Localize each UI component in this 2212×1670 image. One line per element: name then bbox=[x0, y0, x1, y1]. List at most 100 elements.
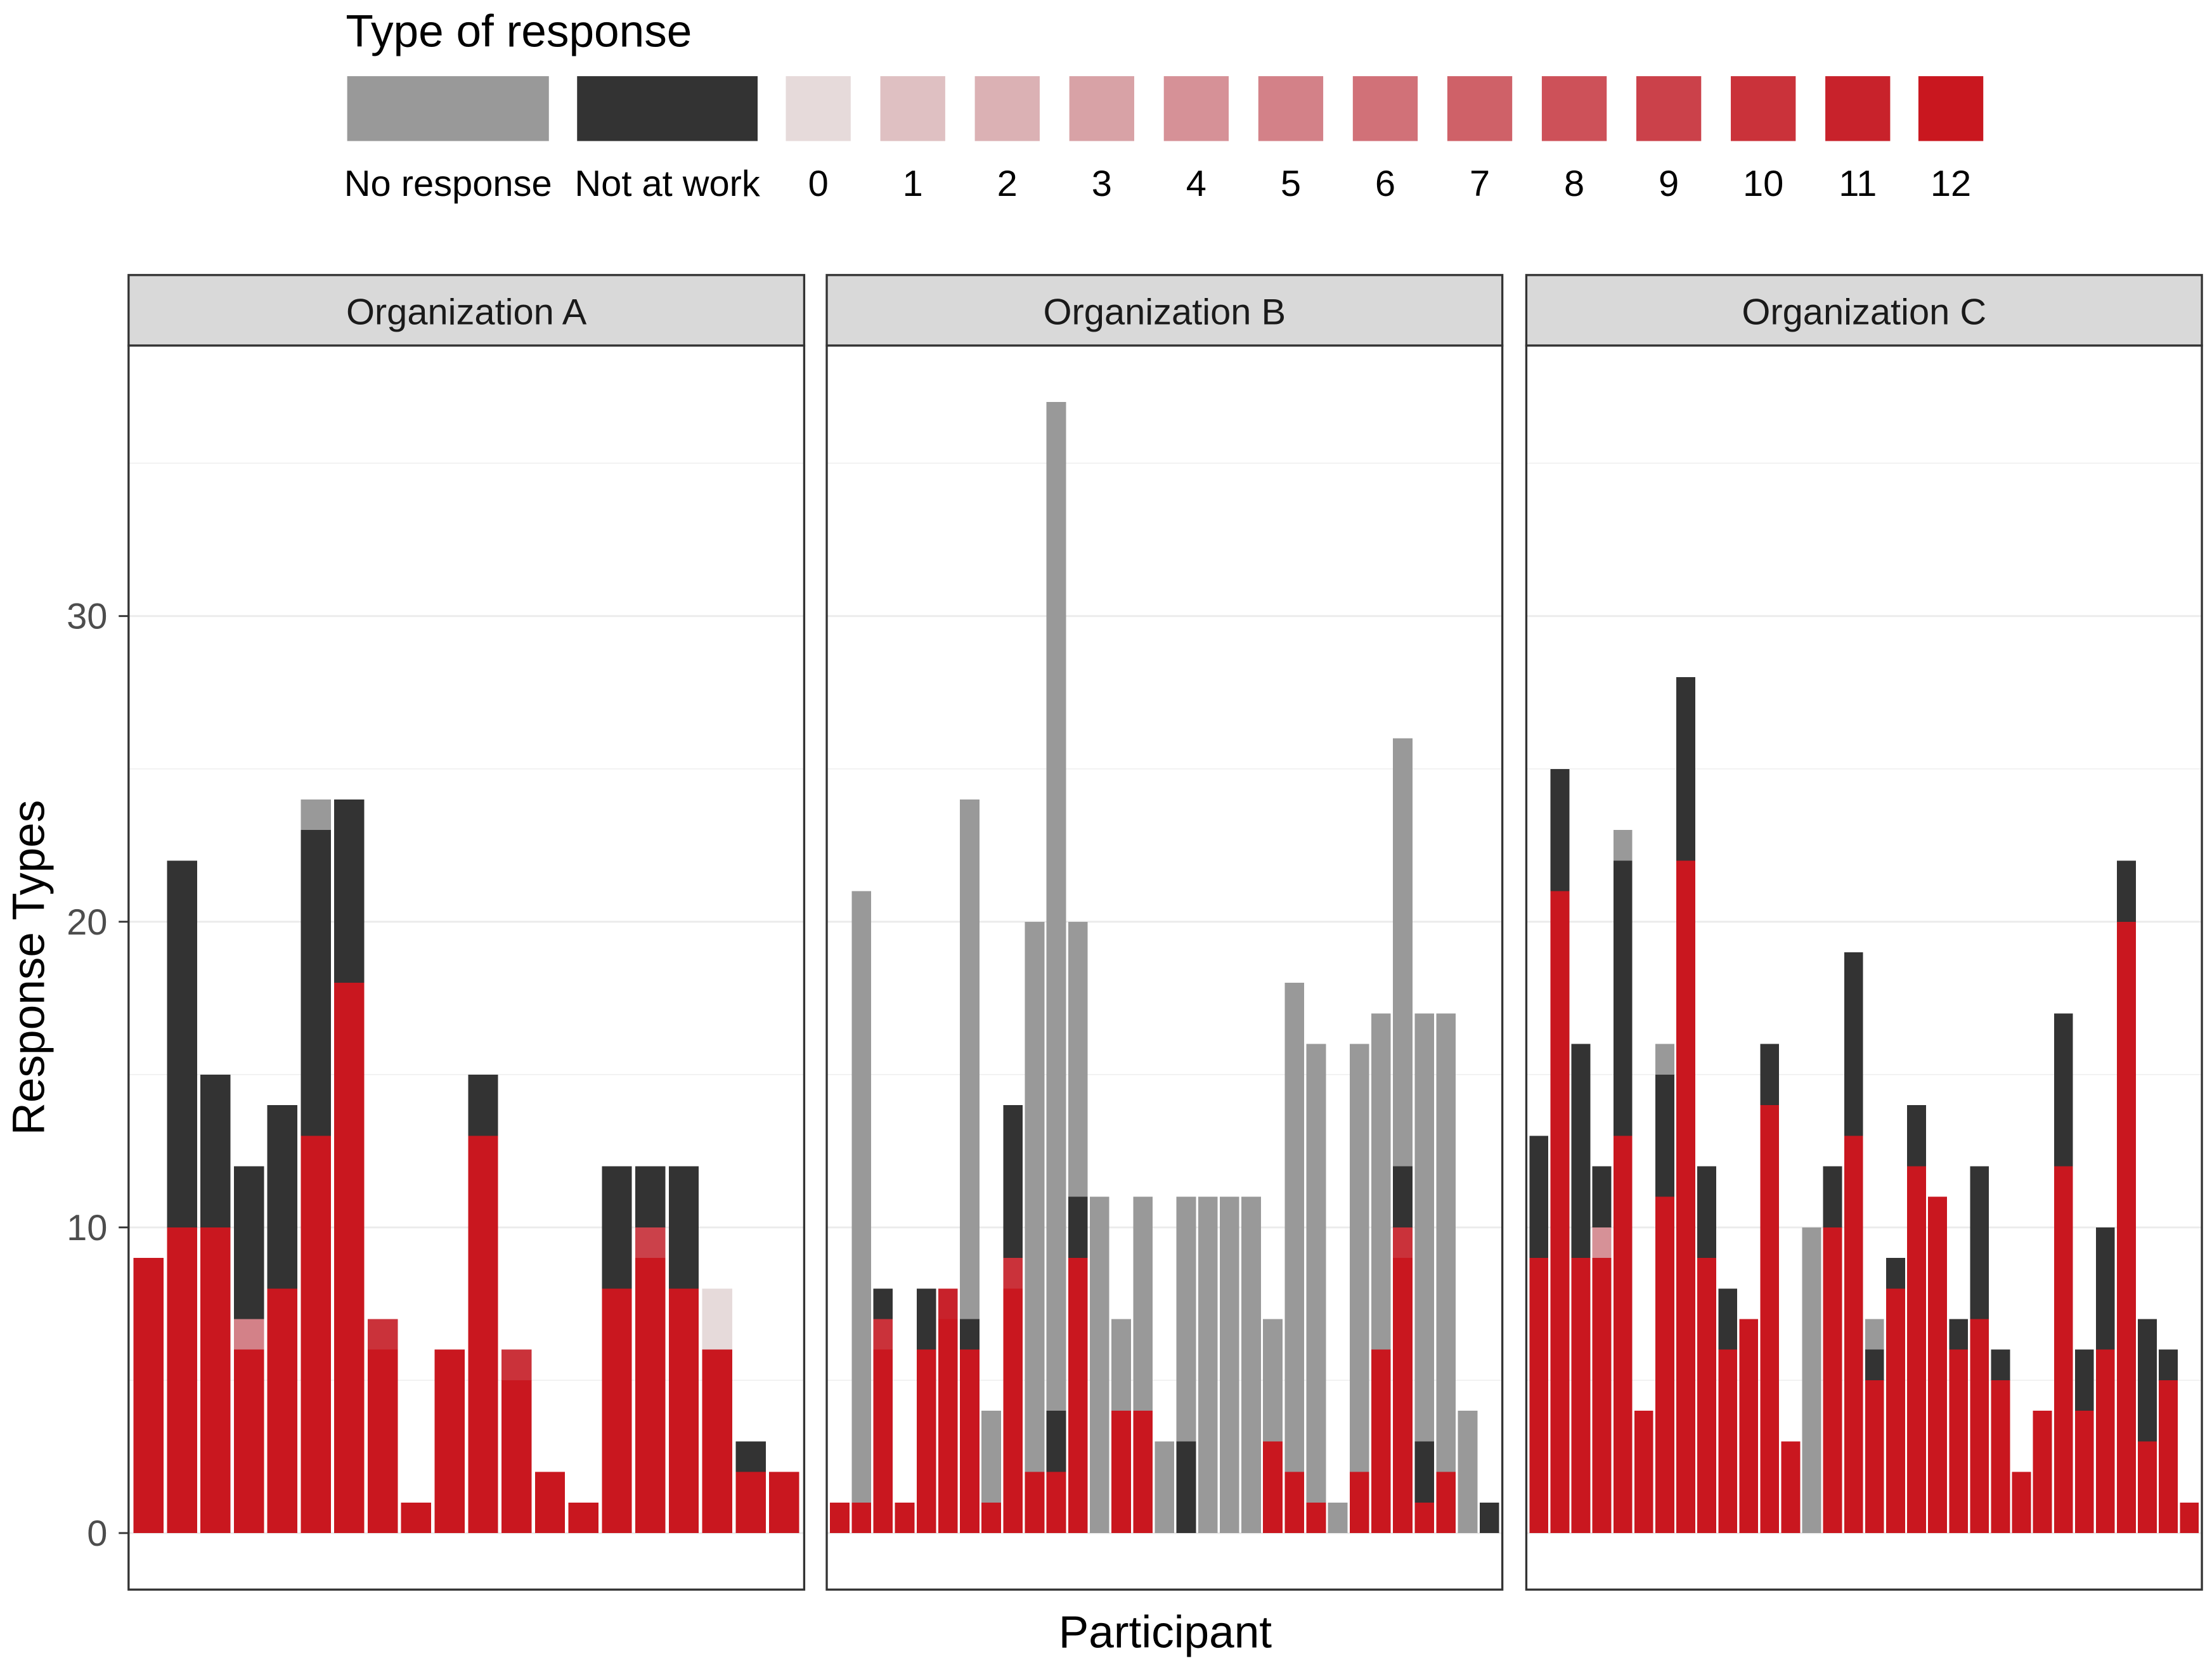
legend-label-6: 6 bbox=[1375, 164, 1395, 204]
bar-segment-not-at-work bbox=[1697, 1166, 1716, 1259]
participant-bar-organization-a-14 bbox=[568, 1502, 598, 1534]
legend-key-9 bbox=[1636, 76, 1702, 141]
participant-bar-organization-b-22 bbox=[1284, 983, 1305, 1534]
y-tick-label: 30 bbox=[67, 597, 107, 637]
bar-segment-not-at-work bbox=[1676, 677, 1695, 861]
bar-segment-no-response bbox=[1176, 1196, 1196, 1442]
bar-segment-12 bbox=[1571, 1258, 1591, 1534]
bar-segment-12 bbox=[1436, 1472, 1456, 1534]
legend-label-12: 12 bbox=[1931, 164, 1971, 204]
bar-segment-12 bbox=[769, 1472, 799, 1534]
legend-label-0: 0 bbox=[808, 164, 829, 204]
legend-item-12: 12 bbox=[1918, 76, 1984, 204]
bar-segment-12 bbox=[1025, 1472, 1045, 1534]
bar-segment-not-at-work bbox=[1991, 1349, 2010, 1380]
bar-segment-12 bbox=[233, 1349, 264, 1534]
bar-segment-12 bbox=[2117, 921, 2136, 1534]
bar-segment-9 bbox=[635, 1227, 666, 1259]
legend-item-4: 4 bbox=[1163, 76, 1229, 204]
y-axis: 0 10 20 30 bbox=[67, 597, 129, 1554]
bar-segment-not-at-work bbox=[1760, 1044, 1780, 1106]
participant-bar-organization-c-12 bbox=[1760, 1044, 1780, 1534]
bar-segment-0 bbox=[702, 1288, 733, 1350]
bar-segment-12 bbox=[501, 1380, 532, 1534]
participant-bar-organization-a-13 bbox=[534, 1472, 566, 1534]
bar-segment-not-at-work bbox=[916, 1288, 936, 1350]
bar-segment-not-at-work bbox=[200, 1074, 231, 1227]
bar-segment-12 bbox=[468, 1136, 498, 1534]
strip-label-organization-a: Organization A bbox=[346, 292, 587, 333]
legend-key-0 bbox=[786, 76, 851, 141]
bar-segment-not-at-work bbox=[233, 1166, 264, 1319]
bar-segment-no-response bbox=[1111, 1319, 1131, 1411]
bar-segment-no-response bbox=[1155, 1441, 1175, 1534]
participant-bar-organization-c-17 bbox=[1865, 1319, 1884, 1534]
bar-segment-not-at-work bbox=[1844, 952, 1863, 1136]
bar-segment-12 bbox=[1760, 1105, 1780, 1534]
bar-segment-12 bbox=[2095, 1349, 2115, 1534]
bar-segment-12 bbox=[367, 1349, 398, 1534]
bar-segment-not-at-work bbox=[2095, 1227, 2115, 1350]
bar-segment-not-at-work bbox=[635, 1166, 666, 1227]
panel-border bbox=[127, 344, 806, 1591]
bar-segment-12 bbox=[895, 1502, 915, 1534]
bar-segment-not-at-work bbox=[2074, 1349, 2094, 1411]
legend-label-4: 4 bbox=[1186, 164, 1206, 204]
bar-segment-no-response bbox=[1241, 1196, 1261, 1534]
participant-bar-organization-b-24 bbox=[1328, 1502, 1348, 1534]
participant-bar-organization-a-11 bbox=[468, 1074, 498, 1534]
bar-segment-not-at-work bbox=[735, 1441, 766, 1472]
participant-bar-organization-c-5 bbox=[1613, 830, 1633, 1534]
bar-segment-not-at-work bbox=[1003, 1105, 1023, 1259]
legend-key-8 bbox=[1541, 76, 1607, 141]
participant-bar-organization-c-29 bbox=[2117, 860, 2136, 1534]
bar-segment-no-response bbox=[1133, 1196, 1153, 1411]
bar-segment-12 bbox=[2180, 1502, 2199, 1534]
bar-segment-12 bbox=[1371, 1349, 1391, 1534]
legend-item-6: 6 bbox=[1352, 76, 1418, 204]
bar-segment-12 bbox=[602, 1288, 632, 1534]
legend-label-8: 8 bbox=[1564, 164, 1584, 204]
y-tick-label: 0 bbox=[87, 1513, 107, 1554]
participant-bar-organization-b-28 bbox=[1414, 1013, 1435, 1534]
bar-segment-12 bbox=[1991, 1380, 2010, 1534]
participant-bar-organization-c-19 bbox=[1907, 1105, 1926, 1534]
panel-border bbox=[825, 344, 1504, 1591]
bar-segment-no-response bbox=[1371, 1013, 1391, 1350]
bar-segment-not-at-work bbox=[1613, 860, 1633, 1136]
bar-segment-12 bbox=[702, 1349, 733, 1534]
participant-bar-organization-a-8 bbox=[367, 1319, 398, 1534]
legend-title: Type of response bbox=[346, 6, 692, 56]
participant-bar-organization-b-10 bbox=[1025, 921, 1045, 1534]
participant-bar-organization-a-16 bbox=[635, 1166, 666, 1534]
participant-bar-organization-c-25 bbox=[2033, 1411, 2052, 1534]
bar-segment-12 bbox=[635, 1258, 666, 1534]
bar-segment-no-response bbox=[1198, 1196, 1218, 1534]
participant-bar-organization-a-18 bbox=[702, 1288, 733, 1534]
bar-segment-not-at-work bbox=[960, 1319, 980, 1350]
participant-bar-organization-b-29 bbox=[1436, 1013, 1456, 1534]
participant-bar-organization-c-3 bbox=[1571, 1044, 1591, 1534]
bar-segment-12 bbox=[301, 1136, 331, 1534]
legend-label-not-at-work: Not at work bbox=[574, 164, 760, 204]
legend-item-not-at-work: Not at work bbox=[574, 76, 760, 204]
y-tick-label: 20 bbox=[67, 902, 107, 943]
participant-bar-organization-c-6 bbox=[1634, 1411, 1653, 1534]
participant-bar-organization-c-7 bbox=[1655, 1044, 1674, 1534]
bar-segment-12 bbox=[2074, 1411, 2094, 1534]
bar-segment-12 bbox=[1697, 1258, 1716, 1534]
participant-bar-organization-c-2 bbox=[1550, 768, 1570, 1534]
legend-item-8: 8 bbox=[1541, 76, 1607, 204]
participant-bar-organization-c-1 bbox=[1529, 1136, 1549, 1534]
bar-segment-12 bbox=[2159, 1380, 2178, 1534]
participant-bar-organization-b-3 bbox=[873, 1288, 893, 1534]
strip-organization-b bbox=[825, 274, 1504, 347]
bar-segment-no-response bbox=[1613, 830, 1633, 861]
bar-segment-12 bbox=[1844, 1136, 1863, 1534]
participant-bar-organization-b-30 bbox=[1458, 1411, 1478, 1534]
bar-segment-no-response bbox=[1414, 1013, 1435, 1442]
participant-bar-organization-a-5 bbox=[267, 1105, 298, 1534]
legend-key-3 bbox=[1069, 76, 1134, 141]
bar-segment-12 bbox=[133, 1258, 164, 1534]
participant-bar-organization-a-10 bbox=[434, 1349, 465, 1534]
